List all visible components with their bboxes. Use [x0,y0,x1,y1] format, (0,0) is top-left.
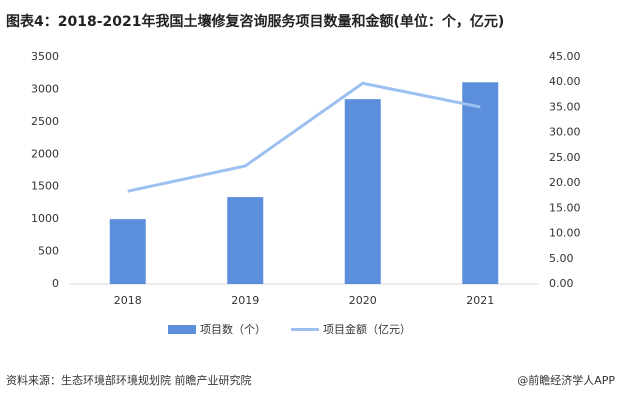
y2-tick-label: 45.00 [549,50,581,63]
y2-tick-label: 35.00 [549,100,581,113]
source: 资料来源：生态环境部环境规划院 前瞻产业研究院 [6,373,252,387]
x-tick-label: 2021 [466,294,494,307]
y2-tick-label: 30.00 [549,126,581,139]
credit: @前瞻经济学人APP [517,373,615,387]
y2-tick-label: 40.00 [549,75,581,88]
chart-title: 图表4：2018-2021年我国土壤修复咨询服务项目数量和金额(单位：个，亿元) [6,13,504,30]
bar [109,219,146,284]
y-tick-label: 1500 [31,180,59,193]
bar [227,197,264,284]
x-tick-label: 2019 [231,294,259,307]
bar [344,99,381,285]
y2-tick-label: 15.00 [549,201,581,214]
y2-tick-label: 10.00 [549,227,581,240]
legend-label: 项目数（个） [200,323,266,336]
y2-tick-label: 5.00 [549,252,574,265]
y-tick-label: 1000 [31,212,59,225]
bar [462,82,499,285]
line [127,81,481,193]
legend-swatch [168,325,196,334]
legend-label: 项目金额（亿元） [323,322,411,336]
x-tick-label: 2018 [114,294,142,307]
y2-tick-label: 25.00 [549,151,581,164]
y-tick-label: 0 [52,277,59,290]
y-tick-label: 500 [38,245,59,258]
x-tick-label: 2020 [349,294,377,307]
y-tick-label: 3500 [31,50,59,63]
y-tick-label: 3000 [31,82,59,95]
y-tick-label: 2500 [31,115,59,128]
y-tick-label: 2000 [31,147,59,160]
y2-tick-label: 0.00 [549,277,574,290]
y2-tick-label: 20.00 [549,176,581,189]
